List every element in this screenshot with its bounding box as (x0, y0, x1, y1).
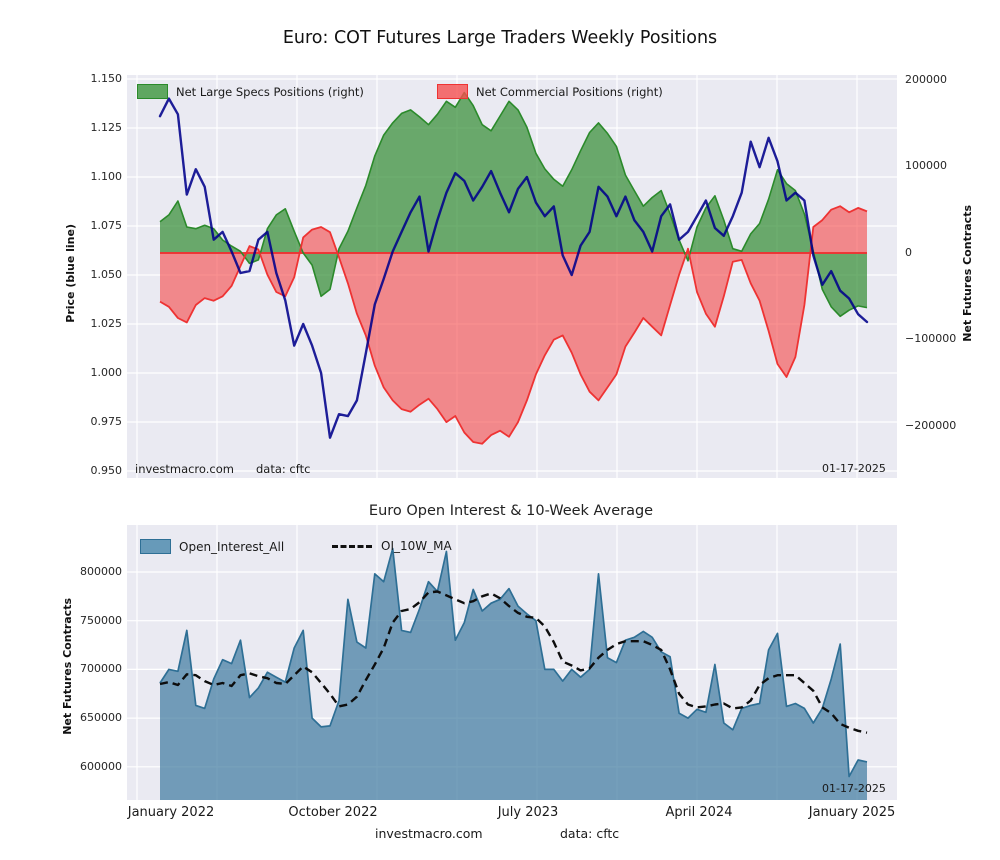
axis-tick-label: 1.100 (90, 170, 123, 183)
top-chart-svg (127, 75, 897, 478)
legend-item-specs: Net Large Specs Positions (right) (137, 84, 364, 99)
axis-tick-label: 1.125 (90, 121, 123, 134)
x-axis-tick-label: January 2025 (808, 805, 896, 820)
axis-tick-label: 0.950 (90, 464, 123, 477)
axis-tick-label: 600000 (80, 759, 122, 773)
top-plot-area (127, 75, 897, 478)
footer-watermark: investmacro.com (375, 826, 483, 841)
bottom-left-axis-label: Net Futures Contracts (61, 598, 74, 735)
axis-tick-label: 1.075 (90, 219, 123, 232)
legend-item-open-interest: Open_Interest_All (140, 539, 284, 554)
oi-ma-legend-line (332, 544, 372, 548)
axis-tick-label: −200000 (905, 419, 957, 432)
x-axis-tick-label: July 2023 (497, 805, 559, 820)
commercials-legend-label: Net Commercial Positions (right) (476, 84, 663, 99)
top-left-axis-label: Price (blue line) (64, 224, 77, 323)
bottom-chart-title: Euro Open Interest & 10-Week Average (368, 503, 654, 519)
commercials-legend-swatch (437, 84, 468, 99)
x-axis-tick-label: April 2024 (665, 805, 733, 820)
axis-tick-label: 750000 (80, 613, 122, 627)
footer-source-note: data: cftc (560, 826, 620, 841)
axis-tick-label: 0.975 (90, 415, 123, 428)
legend-item-commercials: Net Commercial Positions (right) (437, 84, 663, 99)
axis-tick-label: 0 (905, 245, 912, 259)
top-report-date: 01-17-2025 (822, 462, 886, 475)
x-axis-tick-label: October 2022 (288, 805, 378, 820)
top-right-axis-label: Net Futures Contracts (961, 205, 974, 342)
axis-tick-label: 800000 (80, 565, 122, 578)
bottom-report-date: 01-17-2025 (822, 782, 886, 795)
specs-legend-swatch (137, 84, 168, 99)
axis-tick-label: 1.050 (90, 268, 123, 281)
top-source-note: data: cftc (256, 462, 311, 476)
axis-tick-label: 1.150 (90, 72, 123, 85)
bottom-chart-svg (127, 525, 897, 800)
axis-tick-label: 650000 (80, 711, 122, 725)
open-interest-legend-swatch (140, 539, 171, 554)
top-chart-title: Euro: COT Futures Large Traders Weekly P… (282, 28, 718, 48)
x-axis-tick-label: January 2022 (127, 805, 215, 820)
top-watermark: investmacro.com (135, 462, 234, 476)
axis-tick-label: 1.000 (90, 366, 123, 379)
oi-ma-legend-label: OI_10W_MA (381, 539, 452, 553)
specs-legend-label: Net Large Specs Positions (right) (176, 84, 364, 99)
axis-tick-label: 100000 (905, 159, 947, 173)
axis-tick-label: 700000 (80, 662, 122, 676)
open-interest-legend-label: Open_Interest_All (179, 539, 285, 554)
axis-tick-label: −100000 (905, 332, 957, 346)
bottom-plot-area (127, 525, 897, 800)
axis-tick-label: 200000 (905, 72, 947, 86)
legend-item-oi-ma: OI_10W_MA (332, 539, 452, 553)
axis-tick-label: 1.025 (90, 317, 123, 330)
